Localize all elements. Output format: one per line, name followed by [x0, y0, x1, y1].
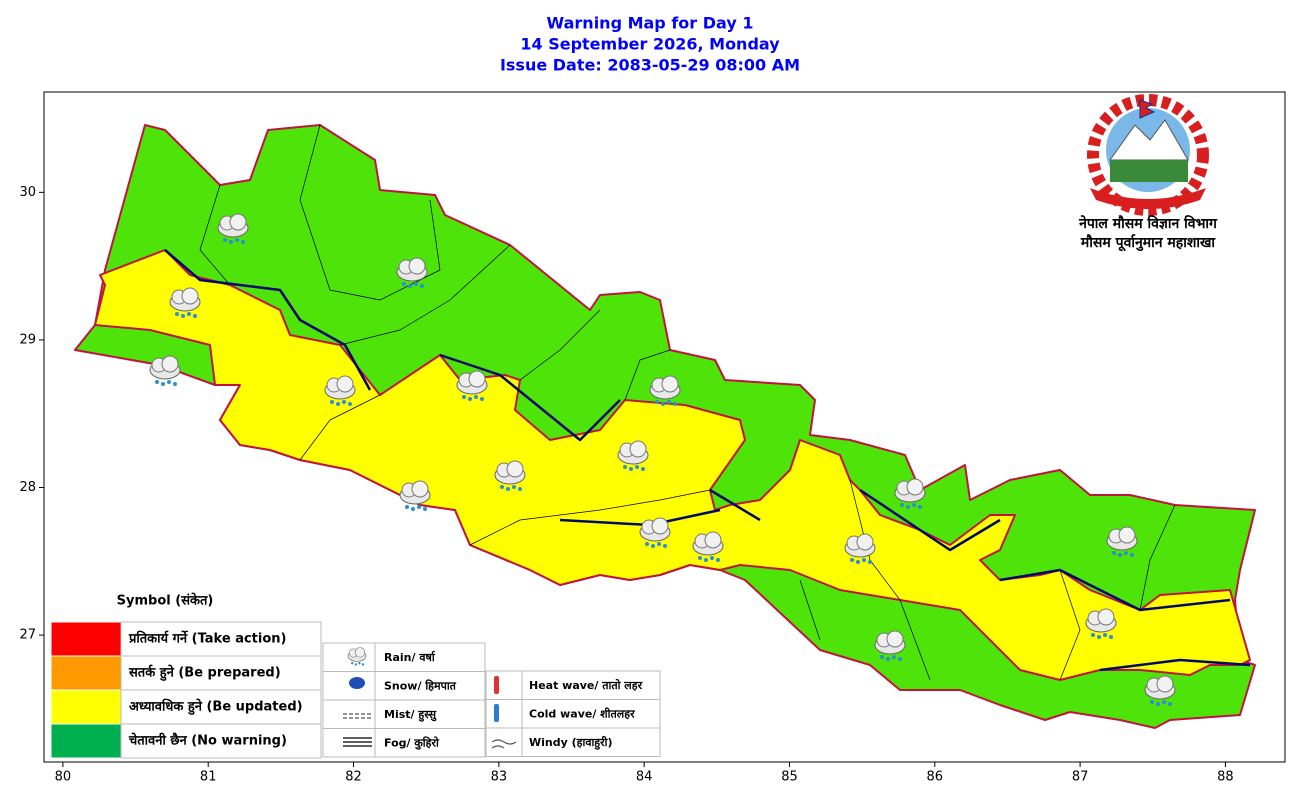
x-tick-label: 81 [200, 770, 217, 785]
province-lines [164, 249, 1251, 672]
symbol-label: Windy (हावाहुरी) [529, 735, 613, 750]
symbol-cell [485, 670, 661, 700]
symbol-label: Snow/ हिमपात [384, 679, 457, 693]
level-cell [120, 723, 322, 759]
agency-name: नेपाल मौसम विज्ञान विभाग [1078, 215, 1218, 232]
x-tick-label: 83 [491, 770, 508, 785]
level-cell [120, 689, 322, 725]
x-tick-label: 88 [1217, 770, 1234, 785]
level-label: अध्यावधिक हुने (Be updated) [129, 699, 303, 716]
level-swatch [50, 689, 122, 725]
symbol-label: Heat wave/ तातो लहर [529, 678, 643, 692]
axes: 80 81 82 83 84 85 86 87 88 27 28 29 30 [19, 185, 1233, 785]
y-tick-label: 28 [19, 480, 36, 495]
symbol-legend: Rain/ वर्षा Snow/ हिमपात Mist/ हुस्सु Fog/ … [322, 642, 661, 758]
nepal-map [74, 124, 1256, 729]
symbol-label: Rain/ वर्षा [384, 650, 436, 664]
y-tick-label: 29 [19, 332, 36, 347]
issue-date: Issue Date: 2083-05-29 08:00 AM [500, 56, 800, 75]
y-tick-label: 27 [19, 628, 36, 643]
symbol-label: Fog/ कुहिरो [384, 736, 440, 751]
x-tick-label: 80 [55, 770, 72, 785]
agency-division: मौसम पूर्वानुमान महाशाखा [1080, 234, 1217, 252]
emblem [1087, 94, 1209, 216]
legend-title: Symbol (संकेत) [117, 593, 214, 609]
symbol-label: Mist/ हुस्सु [384, 708, 437, 722]
symbol-label: Cold wave/ शीतलहर [529, 707, 635, 721]
level-swatch [50, 723, 122, 759]
title: Warning Map for Day 1 [547, 14, 754, 33]
level-label: चेतावनी छैन (No warning) [128, 733, 287, 749]
be-updated-region [94, 249, 1251, 681]
x-tick-label: 82 [345, 770, 362, 785]
symbol-cell [322, 642, 486, 672]
x-tick-label: 87 [1072, 770, 1089, 785]
level-swatch [50, 655, 122, 691]
level-label: सतर्क हुने (Be prepared) [128, 665, 281, 682]
forecast-date: 14 September 2026, Monday [520, 35, 780, 54]
x-tick-label: 84 [636, 770, 653, 785]
level-swatch [50, 621, 122, 657]
level-label: प्रतिकार्य गर्ने (Take action) [128, 631, 286, 647]
x-tick-label: 85 [781, 770, 798, 785]
y-tick-label: 30 [19, 185, 36, 200]
x-tick-label: 86 [927, 770, 944, 785]
warning-legend: प्रतिकार्य गर्ने (Take action) सतर्क हुने… [50, 621, 322, 759]
district-lines [199, 124, 1176, 681]
